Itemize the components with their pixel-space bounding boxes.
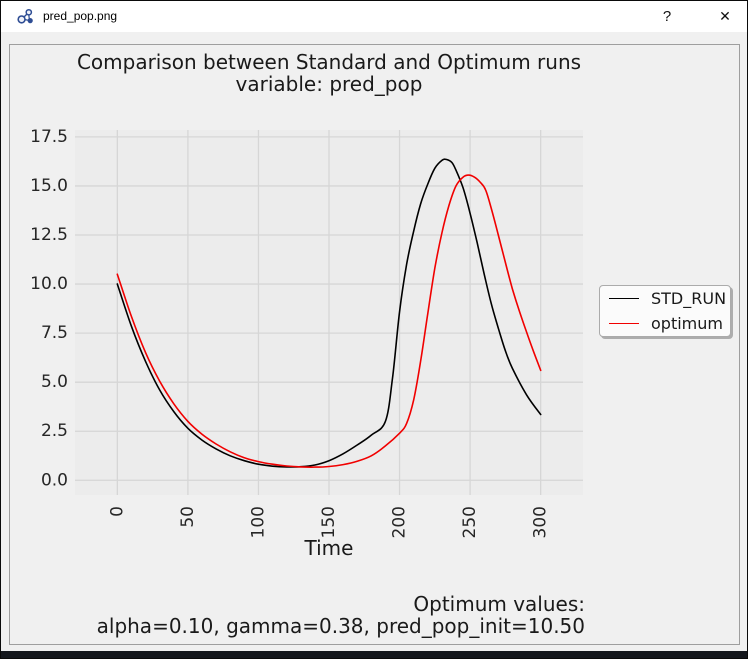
legend-label-std-run: STD_RUN: [651, 289, 727, 308]
x-tick-label: 250: [460, 506, 480, 538]
legend: STD_RUN optimum: [599, 285, 731, 337]
y-tick-label: 10.0: [30, 274, 68, 294]
y-tick-label: 7.5: [41, 323, 68, 343]
plot-area: 0 50 100 150 200 250 300 0.0 2.5 5.0 7.5 10.0 12.5 15…: [30, 127, 583, 538]
legend-line-sample-std-run: [609, 298, 639, 299]
annotation-line1: Optimum values:: [413, 592, 585, 616]
optimum-values-annotation: Optimum values: alpha=0.10, gamma=0.38, …: [10, 593, 585, 637]
close-button[interactable]: ✕: [705, 1, 745, 32]
figure-canvas: Comparison between Standard and Optimum …: [9, 44, 740, 645]
x-tick-label: 50: [178, 506, 198, 528]
chart-title-line2: variable: pred_pop: [235, 72, 423, 96]
y-tick-label: 2.5: [41, 421, 68, 441]
curve-std_run: [116, 158, 542, 468]
titlebar[interactable]: pred_pop.png ? ✕: [1, 1, 747, 32]
x-tick-label: 0: [107, 506, 127, 517]
chart-title-line1: Comparison between Standard and Optimum …: [76, 50, 582, 74]
annotation-line2: alpha=0.10, gamma=0.38, pred_pop_init=10…: [96, 614, 585, 638]
y-tick-label: 15.0: [30, 176, 68, 196]
window-title: pred_pop.png: [43, 9, 118, 23]
y-tick-label: 12.5: [30, 225, 68, 245]
x-tick-label: 300: [531, 506, 551, 538]
y-tick-label: 5.0: [41, 372, 68, 392]
legend-label-optimum: optimum: [651, 314, 723, 333]
x-axis-label: Time: [304, 536, 354, 560]
x-tick-label: 200: [390, 506, 410, 538]
y-tick-label: 17.5: [30, 127, 68, 147]
curve-optimum: [116, 174, 542, 468]
help-button[interactable]: ?: [647, 1, 687, 32]
chart-title: Comparison between Standard and Optimum …: [75, 51, 583, 95]
legend-line-sample-optimum: [609, 323, 639, 324]
molecule-icon: [17, 8, 34, 25]
x-tick-label: 100: [248, 506, 268, 538]
y-tick-label: 0.0: [41, 470, 68, 490]
legend-item-optimum: optimum: [600, 313, 730, 334]
background-strip: [1, 651, 747, 658]
x-tick-label: 150: [319, 506, 339, 538]
legend-item-std-run: STD_RUN: [600, 288, 730, 309]
